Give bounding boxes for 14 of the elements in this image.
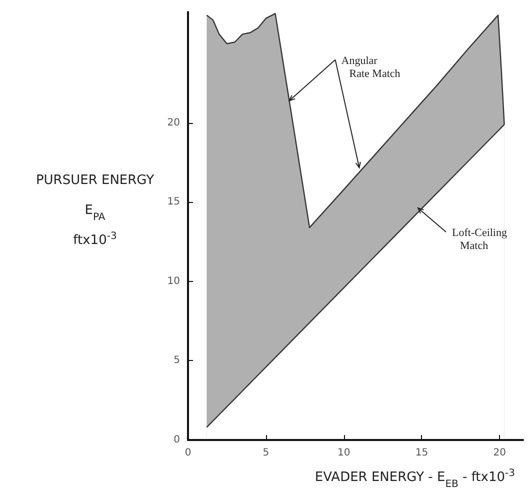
annotation: Loft-Ceiling Match bbox=[452, 227, 508, 252]
x-tick-label: 0 bbox=[184, 448, 192, 458]
y-tick-label: 5 bbox=[174, 355, 180, 366]
x-tick-label: 10 bbox=[337, 448, 350, 458]
x-tick-label: 5 bbox=[262, 448, 270, 458]
x-axis-title: EVADER ENERGY - E$_{EB}$ - ftx10$^{-3}$ bbox=[314, 468, 515, 490]
y-tick-label: 20 bbox=[167, 117, 180, 128]
y-tick-label: 10 bbox=[167, 276, 180, 287]
x-tick-label: 20 bbox=[493, 448, 506, 458]
annotation: Angular Rate Match bbox=[341, 54, 401, 80]
y-axis-title: PURSUER ENERGY E$_{PA}$ ftx10$^{-3}$ bbox=[36, 173, 154, 248]
y-tick-label: 0 bbox=[174, 434, 180, 446]
y-tick-label: 15 bbox=[167, 196, 180, 208]
x-tick-label: 15 bbox=[415, 448, 428, 458]
